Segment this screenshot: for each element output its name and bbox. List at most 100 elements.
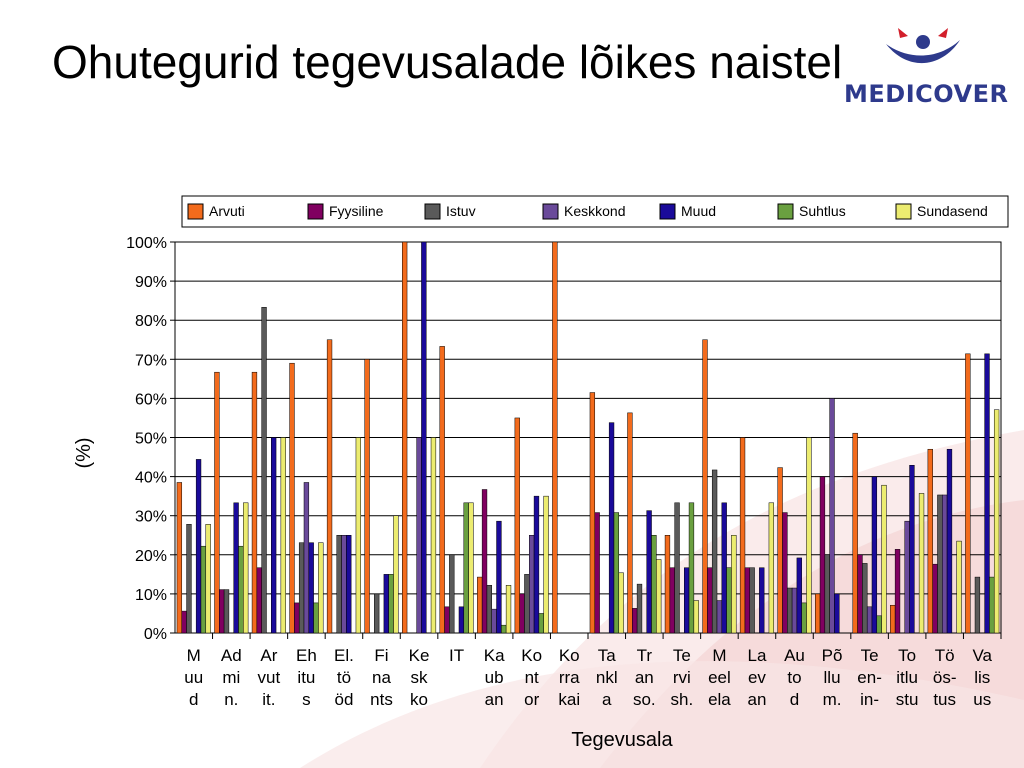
logo-text: MEDICOVER: [844, 80, 1009, 108]
bar-suhtlus-14: [726, 567, 732, 634]
legend-label-arvuti: Arvuti: [209, 203, 245, 219]
bar-arvuti-17: [814, 593, 821, 634]
x-axis-title: Tegevusala: [571, 729, 673, 751]
y-axis-title: (%): [73, 437, 95, 468]
x-tick-label: Fi na nts: [370, 646, 393, 709]
bar-sundasend-19: [918, 493, 925, 634]
bar-suhtlus-5: [388, 574, 394, 634]
bar-suhtlus-0: [200, 545, 207, 634]
bar-keskkond-17: [829, 398, 835, 634]
bar-suhtlus-1: [238, 545, 244, 634]
bar-istuv-4: [336, 535, 342, 634]
bar-arvuti-15: [739, 437, 746, 634]
bar-muud-15: [759, 567, 765, 634]
x-tick-label: Te rvi sh.: [671, 646, 694, 709]
bar-istuv-9: [524, 574, 530, 634]
bar-arvuti-14: [702, 339, 708, 634]
bars: [176, 241, 1000, 634]
x-tick-label: Ko rra kai: [558, 646, 580, 709]
bar-muud-17: [834, 593, 840, 634]
y-tick-label: 50%: [135, 431, 167, 448]
bar-sundasend-21: [993, 409, 1000, 634]
bar-sundasend-18: [881, 484, 887, 634]
bar-suhtlus-12: [651, 535, 657, 634]
bar-muud-19: [909, 465, 915, 634]
bar-keskkond-8: [491, 608, 497, 634]
bar-sundasend-12: [656, 559, 662, 634]
bar-arvuti-1: [214, 371, 220, 634]
bar-fyysiline-1: [219, 589, 225, 634]
bar-istuv-13: [674, 502, 680, 634]
bar-arvuti-3: [289, 362, 295, 634]
bar-muud-21: [984, 353, 990, 634]
bar-muud-8: [496, 520, 502, 634]
bar-muud-9: [533, 495, 540, 634]
bar-fyysiline-11: [594, 512, 600, 634]
legend-swatch-muud: [659, 203, 676, 220]
bar-muud-14: [721, 502, 727, 634]
bar-keskkond-14: [716, 600, 723, 634]
bar-istuv-7: [449, 554, 455, 634]
legend-label-sundasend: Sundasend: [917, 203, 988, 219]
bar-suhtlus-9: [538, 613, 544, 634]
bar-sundasend-3: [318, 542, 324, 634]
gridlines: [175, 241, 1001, 595]
bar-keskkond-20: [942, 494, 948, 634]
x-tick-label: Ko nt or: [521, 646, 542, 709]
bar-keskkond-9: [529, 535, 535, 634]
bar-keskkond-16: [791, 587, 798, 634]
y-tick-label: 0%: [144, 626, 167, 643]
x-tick-label: Ta nkl a: [596, 646, 618, 709]
bar-fyysiline-20: [932, 563, 938, 634]
x-tick-label: Tr an so.: [633, 646, 656, 709]
bar-muud-11: [608, 422, 615, 634]
bar-fyysiline-18: [857, 554, 863, 634]
bar-suhtlus-8: [501, 624, 507, 634]
bar-sundasend-4: [355, 437, 362, 634]
bar-istuv-8: [486, 585, 492, 634]
y-tick-label: 60%: [135, 391, 167, 408]
x-tick-label: Põ llu m.: [822, 646, 843, 709]
bar-arvuti-16: [777, 467, 783, 634]
bar-istuv-15: [749, 567, 755, 634]
bar-fyysiline-17: [819, 476, 826, 634]
x-tick-label: El. tö öd: [334, 646, 354, 709]
bar-sundasend-13: [693, 600, 699, 634]
bar-keskkond-3: [303, 482, 310, 634]
x-tick-label: Va lis us: [972, 646, 992, 709]
bar-muud-20: [946, 448, 953, 634]
bar-fyysiline-3: [294, 602, 300, 634]
y-tick-label: 30%: [135, 509, 167, 526]
bar-keskkond-6: [416, 437, 422, 634]
bar-istuv-3: [298, 542, 305, 634]
bar-sundasend-16: [806, 437, 812, 634]
bar-arvuti-21: [965, 353, 971, 634]
bar-sundasend-9: [543, 495, 549, 634]
x-tick-label: Ar vut it.: [258, 646, 281, 709]
bar-sundasend-6: [430, 437, 437, 634]
bar-arvuti-2: [251, 371, 258, 634]
bar-muud-6: [421, 241, 427, 634]
legend-swatch-arvuti: [187, 203, 204, 220]
bar-suhtlus-11: [613, 512, 620, 634]
y-axis-ticks: 0% 10% 20% 30% 40% 50% 60% 70% 80% 90% 100%: [126, 235, 175, 643]
y-tick-label: 70%: [135, 352, 167, 369]
legend-label-fyysiline: Fyysiline: [329, 203, 384, 219]
legend-swatch-istuv: [424, 203, 441, 220]
bar-arvuti-10: [552, 241, 558, 634]
bar-muud-16: [796, 557, 802, 634]
y-tick-label: 40%: [135, 470, 167, 487]
legend-label-muud: Muud: [681, 203, 716, 219]
legend-swatch-fyysiline: [307, 203, 324, 220]
x-tick-label: La ev an: [747, 646, 766, 709]
y-tick-label: 20%: [135, 548, 167, 565]
bar-istuv-14: [711, 469, 718, 634]
bar-fyysiline-14: [707, 567, 713, 634]
x-tick-label: Ad mi n.: [221, 646, 242, 709]
bar-sundasend-5: [393, 515, 399, 634]
bar-keskkond-19: [904, 520, 910, 634]
bar-muud-0: [195, 459, 202, 634]
